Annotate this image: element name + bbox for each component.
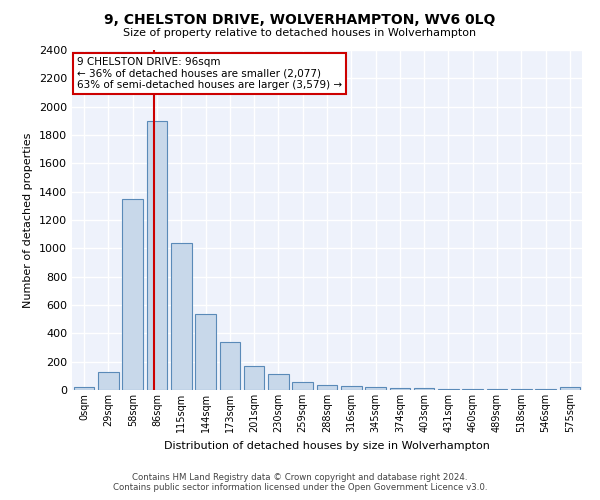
Bar: [146, 121, 167, 390]
Bar: [195, 314, 216, 390]
Bar: [292, 382, 313, 390]
Bar: [98, 372, 119, 390]
Bar: [220, 342, 240, 390]
Bar: [268, 374, 289, 390]
Y-axis label: Number of detached properties: Number of detached properties: [23, 132, 34, 308]
Bar: [365, 387, 386, 390]
Bar: [244, 366, 265, 390]
Bar: [414, 388, 434, 390]
Bar: [341, 386, 362, 390]
Text: 9, CHELSTON DRIVE, WOLVERHAMPTON, WV6 0LQ: 9, CHELSTON DRIVE, WOLVERHAMPTON, WV6 0L…: [104, 12, 496, 26]
Bar: [74, 387, 94, 390]
X-axis label: Distribution of detached houses by size in Wolverhampton: Distribution of detached houses by size …: [164, 440, 490, 450]
Text: Contains HM Land Registry data © Crown copyright and database right 2024.
Contai: Contains HM Land Registry data © Crown c…: [113, 473, 487, 492]
Bar: [171, 242, 191, 390]
Text: Size of property relative to detached houses in Wolverhampton: Size of property relative to detached ho…: [124, 28, 476, 38]
Bar: [560, 387, 580, 390]
Bar: [389, 388, 410, 390]
Text: 9 CHELSTON DRIVE: 96sqm
← 36% of detached houses are smaller (2,077)
63% of semi: 9 CHELSTON DRIVE: 96sqm ← 36% of detache…: [77, 57, 342, 90]
Bar: [122, 198, 143, 390]
Bar: [317, 385, 337, 390]
